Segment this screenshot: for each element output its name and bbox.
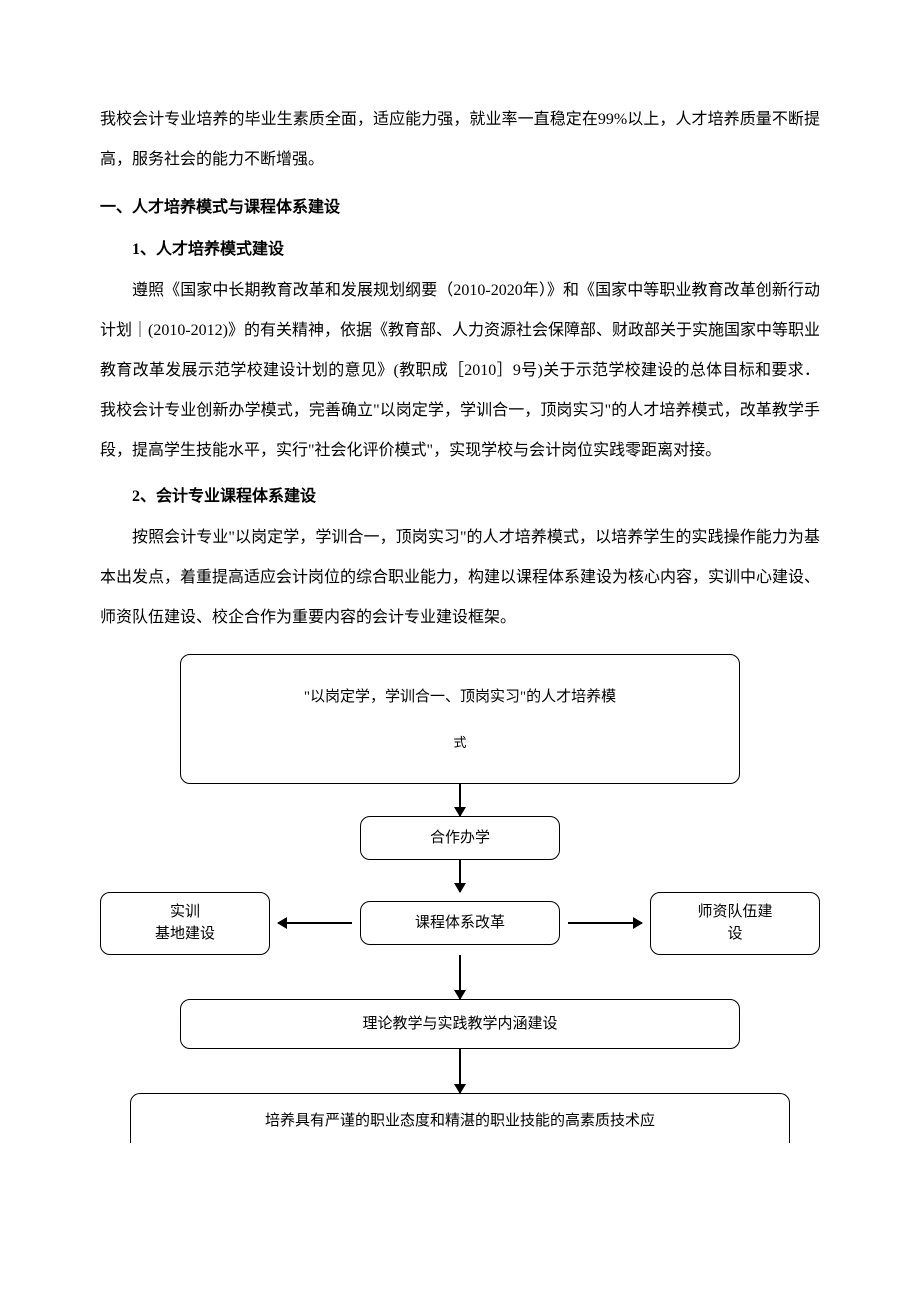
flow-row-middle: 实训 基地建设 课程体系改革 师资队伍建 设: [100, 892, 820, 955]
flow-node-top-sub: 式: [304, 733, 616, 753]
flow-node-right: 师资队伍建 设: [650, 892, 820, 955]
flow-node-cooperate: 合作办学: [360, 816, 560, 860]
section-1-2-heading: 2、会计专业课程体系建设: [100, 479, 820, 514]
flow-arrow-left: [278, 922, 352, 924]
section-1-1-body: 遵照《国家中长期教育改革和发展规划纲要（2010-2020年）》和《国家中等职业…: [100, 271, 820, 471]
flow-node-top-text: "以岗定学，学训合一、顶岗实习"的人才培养模: [304, 686, 616, 709]
flow-arrow-2: [100, 860, 820, 892]
section-1-1-heading: 1、人才培养模式建设: [100, 232, 820, 267]
flow-node-theory: 理论教学与实践教学内涵建设: [180, 999, 740, 1049]
flow-node-left: 实训 基地建设: [100, 892, 270, 955]
flow-arrow-1: [100, 784, 820, 816]
section-1-heading: 一、人才培养模式与课程体系建设: [100, 188, 820, 228]
flowchart-container: "以岗定学，学训合一、顶岗实习"的人才培养模 式 合作办学 实训 基地建设 课程…: [100, 654, 820, 1143]
flow-node-center: 课程体系改革: [360, 901, 560, 945]
flow-arrow-3: [100, 955, 820, 999]
flow-arrow-4: [100, 1049, 820, 1093]
intro-paragraph: 我校会计专业培养的毕业生素质全面，适应能力强，就业率一直稳定在99%以上，人才培…: [100, 100, 820, 180]
flow-arrow-right: [568, 922, 642, 924]
flow-node-top: "以岗定学，学训合一、顶岗实习"的人才培养模 式: [180, 654, 740, 784]
flow-node-bottom: 培养具有严谨的职业态度和精湛的职业技能的高素质技术应: [130, 1093, 790, 1143]
section-1-2-body: 按照会计专业"以岗定学，学训合一，顶岗实习"的人才培养模式，以培养学生的实践操作…: [100, 518, 820, 638]
